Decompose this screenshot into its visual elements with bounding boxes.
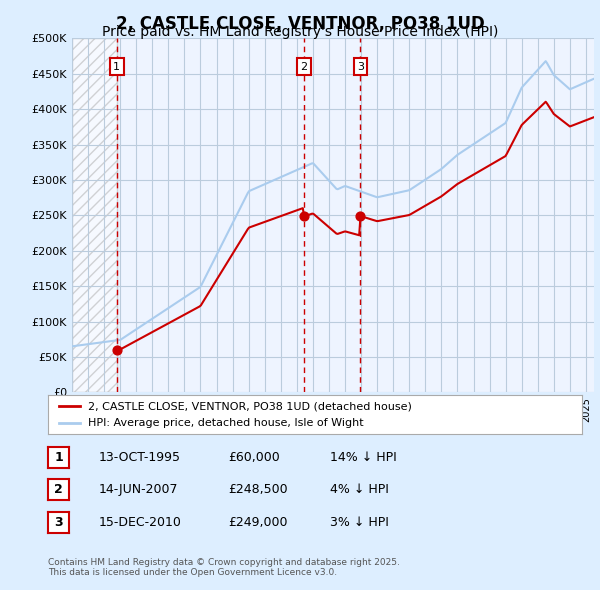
Text: £60,000: £60,000 — [228, 451, 280, 464]
Point — [299, 212, 309, 221]
2, CASTLE CLOSE, VENTNOR, PO38 1UD (detached house) — [143, 332, 151, 339]
Text: 3% ↓ HPI: 3% ↓ HPI — [330, 516, 389, 529]
Text: 13-OCT-1995: 13-OCT-1995 — [99, 451, 181, 464]
Text: 3: 3 — [357, 62, 364, 71]
Text: 2, CASTLE CLOSE, VENTNOR, PO38 1UD (detached house): 2, CASTLE CLOSE, VENTNOR, PO38 1UD (deta… — [88, 401, 412, 411]
Text: 2: 2 — [54, 483, 63, 496]
Text: 4% ↓ HPI: 4% ↓ HPI — [330, 483, 389, 496]
HPI: Average price, detached house, Isle of Wight: (2.03e+03, 4.43e+05): Average price, detached house, Isle of W… — [590, 75, 598, 82]
HPI: Average price, detached house, Isle of Wight: (1.99e+03, 6.5e+04): Average price, detached house, Isle of W… — [68, 343, 76, 350]
Line: 2, CASTLE CLOSE, VENTNOR, PO38 1UD (detached house): 2, CASTLE CLOSE, VENTNOR, PO38 1UD (deta… — [118, 101, 594, 350]
Text: HPI: Average price, detached house, Isle of Wight: HPI: Average price, detached house, Isle… — [88, 418, 364, 428]
Text: 14-JUN-2007: 14-JUN-2007 — [99, 483, 179, 496]
HPI: Average price, detached house, Isle of Wight: (2.02e+03, 3.77e+05): Average price, detached house, Isle of W… — [498, 122, 505, 129]
Text: £249,000: £249,000 — [228, 516, 287, 529]
2, CASTLE CLOSE, VENTNOR, PO38 1UD (detached house) — [290, 208, 297, 215]
Point — [356, 211, 365, 221]
HPI: Average price, detached house, Isle of Wight: (2.01e+03, 2.98e+05): Average price, detached house, Isle of W… — [419, 178, 426, 185]
Text: 2: 2 — [301, 62, 308, 71]
Text: 15-DEC-2010: 15-DEC-2010 — [99, 516, 182, 529]
Text: 1: 1 — [54, 451, 63, 464]
Line: HPI: Average price, detached house, Isle of Wight: HPI: Average price, detached house, Isle… — [72, 61, 594, 346]
HPI: Average price, detached house, Isle of Wight: (2.02e+03, 3.17e+05): Average price, detached house, Isle of W… — [439, 165, 446, 172]
HPI: Average price, detached house, Isle of Wight: (2.02e+03, 4.68e+05): Average price, detached house, Isle of W… — [542, 58, 549, 65]
2, CASTLE CLOSE, VENTNOR, PO38 1UD (detached house) — [542, 98, 549, 105]
Text: 3: 3 — [54, 516, 63, 529]
HPI: Average price, detached house, Isle of Wight: (2.02e+03, 3.4e+05): Average price, detached house, Isle of W… — [459, 148, 466, 155]
2, CASTLE CLOSE, VENTNOR, PO38 1UD (detached house) — [396, 214, 403, 221]
Text: £248,500: £248,500 — [228, 483, 287, 496]
HPI: Average price, detached house, Isle of Wight: (2e+03, 8.66e+04): Average price, detached house, Isle of W… — [130, 327, 137, 335]
2, CASTLE CLOSE, VENTNOR, PO38 1UD (detached house) — [114, 346, 121, 353]
Text: 2, CASTLE CLOSE, VENTNOR, PO38 1UD: 2, CASTLE CLOSE, VENTNOR, PO38 1UD — [116, 15, 484, 33]
Point — [112, 345, 122, 355]
Bar — [72, 38, 117, 392]
Text: Contains HM Land Registry data © Crown copyright and database right 2025.
This d: Contains HM Land Registry data © Crown c… — [48, 558, 400, 577]
2, CASTLE CLOSE, VENTNOR, PO38 1UD (detached house) — [439, 192, 446, 199]
2, CASTLE CLOSE, VENTNOR, PO38 1UD (detached house) — [415, 206, 422, 214]
Text: 1: 1 — [113, 62, 121, 71]
Text: Price paid vs. HM Land Registry's House Price Index (HPI): Price paid vs. HM Land Registry's House … — [102, 25, 498, 39]
2, CASTLE CLOSE, VENTNOR, PO38 1UD (detached house) — [562, 120, 569, 127]
2, CASTLE CLOSE, VENTNOR, PO38 1UD (detached house) — [590, 114, 598, 121]
Text: 14% ↓ HPI: 14% ↓ HPI — [330, 451, 397, 464]
HPI: Average price, detached house, Isle of Wight: (2.02e+03, 3.51e+05): Average price, detached house, Isle of W… — [471, 140, 478, 147]
